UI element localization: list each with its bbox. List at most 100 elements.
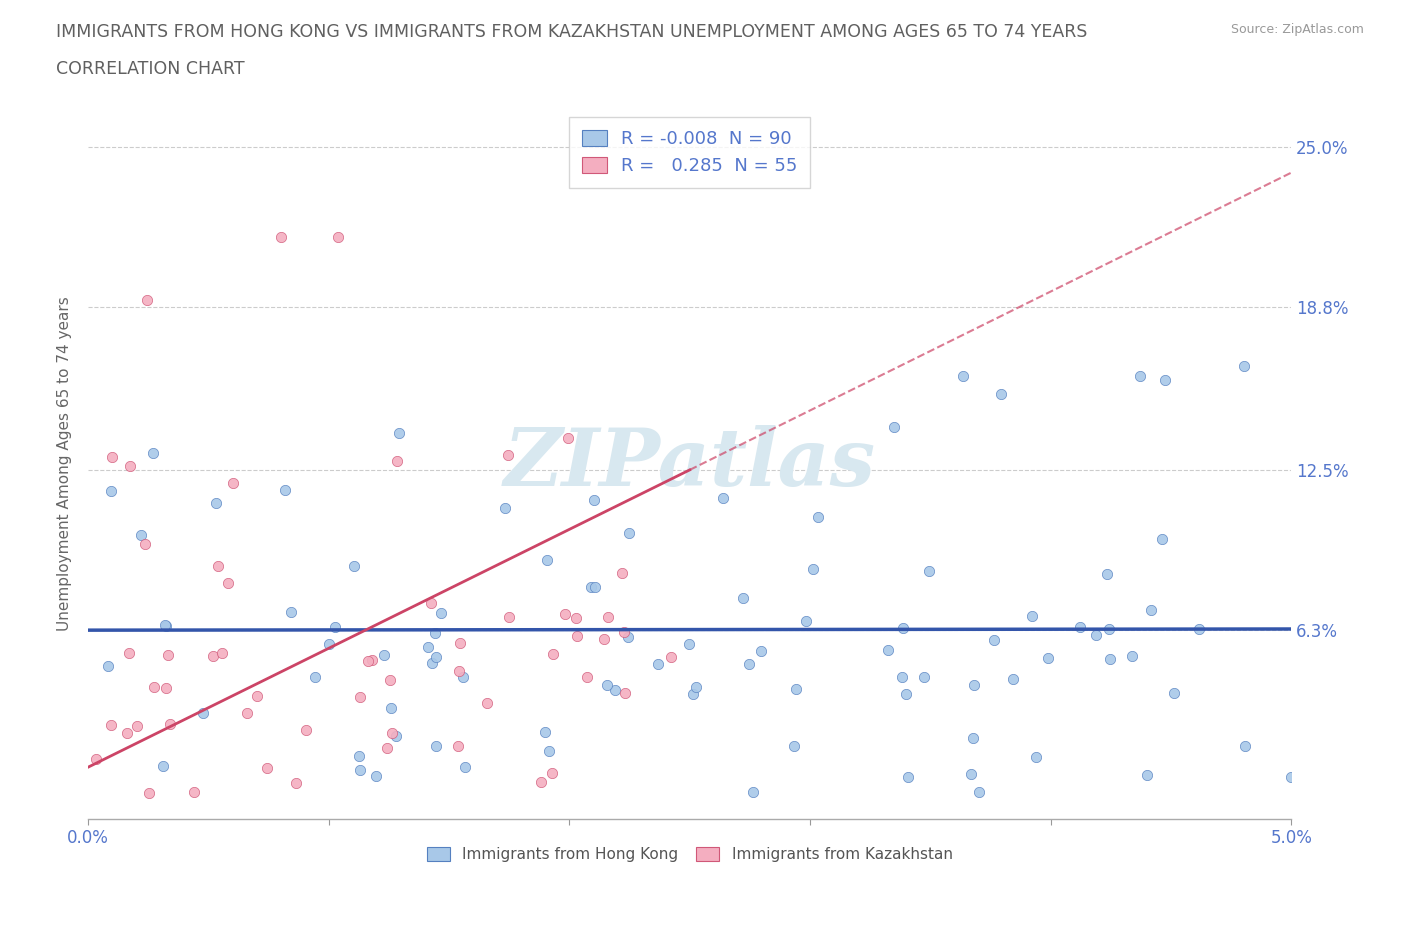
Point xyxy=(387,426,409,441)
Point xyxy=(960,766,983,781)
Point xyxy=(270,230,292,245)
Point xyxy=(711,491,734,506)
Point xyxy=(236,706,259,721)
Point xyxy=(183,784,205,799)
Point xyxy=(496,447,519,462)
Point xyxy=(127,719,149,734)
Point xyxy=(221,475,243,490)
Point xyxy=(659,650,682,665)
Point xyxy=(567,629,589,644)
Legend: Immigrants from Hong Kong, Immigrants from Kazakhstan: Immigrants from Hong Kong, Immigrants fr… xyxy=(420,841,959,868)
Point xyxy=(579,580,602,595)
Point xyxy=(614,685,637,700)
Point xyxy=(1025,750,1047,764)
Point xyxy=(385,729,408,744)
Point xyxy=(364,769,387,784)
Point xyxy=(1021,608,1043,623)
Point xyxy=(142,445,165,460)
Point xyxy=(274,483,297,498)
Point xyxy=(1129,368,1152,383)
Point xyxy=(678,637,700,652)
Point xyxy=(785,682,807,697)
Point xyxy=(318,636,340,651)
Point xyxy=(582,493,605,508)
Point xyxy=(583,580,606,595)
Text: IMMIGRANTS FROM HONG KONG VS IMMIGRANTS FROM KAZAKHSTAN UNEMPLOYMENT AMONG AGES : IMMIGRANTS FROM HONG KONG VS IMMIGRANTS … xyxy=(56,23,1088,41)
Point xyxy=(323,619,346,634)
Point xyxy=(152,759,174,774)
Point xyxy=(153,618,176,632)
Point xyxy=(897,769,920,784)
Point xyxy=(204,496,226,511)
Point xyxy=(425,650,447,665)
Point xyxy=(534,724,557,739)
Point xyxy=(159,716,181,731)
Point xyxy=(420,656,443,671)
Point xyxy=(373,647,395,662)
Point xyxy=(191,706,214,721)
Point xyxy=(447,664,470,679)
Point xyxy=(285,776,308,790)
Point xyxy=(918,564,941,578)
Point xyxy=(449,636,471,651)
Point xyxy=(1163,685,1185,700)
Point xyxy=(101,449,124,464)
Point xyxy=(749,644,772,658)
Point xyxy=(498,609,520,624)
Point xyxy=(1069,619,1091,634)
Point xyxy=(446,738,468,753)
Point xyxy=(425,625,447,640)
Point xyxy=(596,678,619,693)
Point xyxy=(157,647,180,662)
Point xyxy=(894,686,917,701)
Point xyxy=(731,591,754,605)
Point xyxy=(349,689,371,704)
Text: CORRELATION CHART: CORRELATION CHART xyxy=(56,60,245,78)
Point xyxy=(120,459,142,474)
Point xyxy=(494,500,516,515)
Point xyxy=(343,559,366,574)
Point xyxy=(84,751,107,766)
Point xyxy=(891,620,914,635)
Point xyxy=(97,658,120,673)
Point xyxy=(1038,650,1060,665)
Point xyxy=(540,765,562,780)
Text: ZIPatlas: ZIPatlas xyxy=(503,425,876,502)
Point xyxy=(155,618,177,633)
Point xyxy=(202,649,225,664)
Point xyxy=(385,454,408,469)
Point xyxy=(1150,531,1173,546)
Point xyxy=(425,738,447,753)
Point xyxy=(100,484,122,498)
Point xyxy=(1098,651,1121,666)
Point xyxy=(129,528,152,543)
Point xyxy=(616,630,638,644)
Point xyxy=(218,576,240,591)
Point xyxy=(349,763,371,777)
Point xyxy=(453,760,475,775)
Point xyxy=(794,614,817,629)
Point xyxy=(1233,358,1256,373)
Point xyxy=(326,229,349,244)
Point xyxy=(1279,770,1302,785)
Point xyxy=(801,562,824,577)
Point xyxy=(1234,738,1257,753)
Point xyxy=(876,642,898,657)
Text: Source: ZipAtlas.com: Source: ZipAtlas.com xyxy=(1230,23,1364,36)
Point xyxy=(378,672,401,687)
Point xyxy=(475,696,498,711)
Point xyxy=(596,609,619,624)
Point xyxy=(554,607,576,622)
Point xyxy=(135,292,157,307)
Point xyxy=(990,387,1012,402)
Point xyxy=(349,748,371,763)
Point xyxy=(1154,373,1177,388)
Point xyxy=(557,431,579,445)
Point xyxy=(1121,648,1143,663)
Point xyxy=(143,679,166,694)
Point xyxy=(295,723,318,737)
Y-axis label: Unemployment Among Ages 65 to 74 years: Unemployment Among Ages 65 to 74 years xyxy=(58,296,72,631)
Point xyxy=(430,605,453,620)
Point xyxy=(537,744,560,759)
Point xyxy=(1098,622,1121,637)
